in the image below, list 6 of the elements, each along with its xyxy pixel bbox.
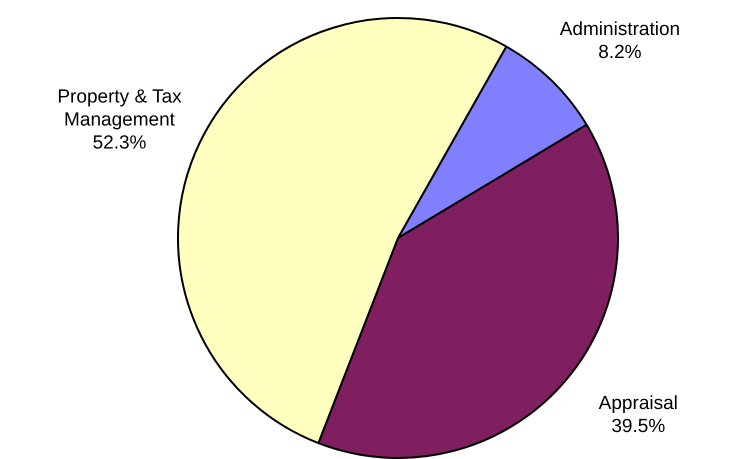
- slice-label: Property & Tax Management: [57, 86, 182, 130]
- data-label: 52.3%: [92, 132, 147, 154]
- data-label: 39.5%: [611, 416, 666, 437]
- slice-label: Administration: [560, 18, 680, 40]
- slice-label: Appraisal: [598, 392, 678, 414]
- data-label: 8.2%: [598, 42, 642, 63]
